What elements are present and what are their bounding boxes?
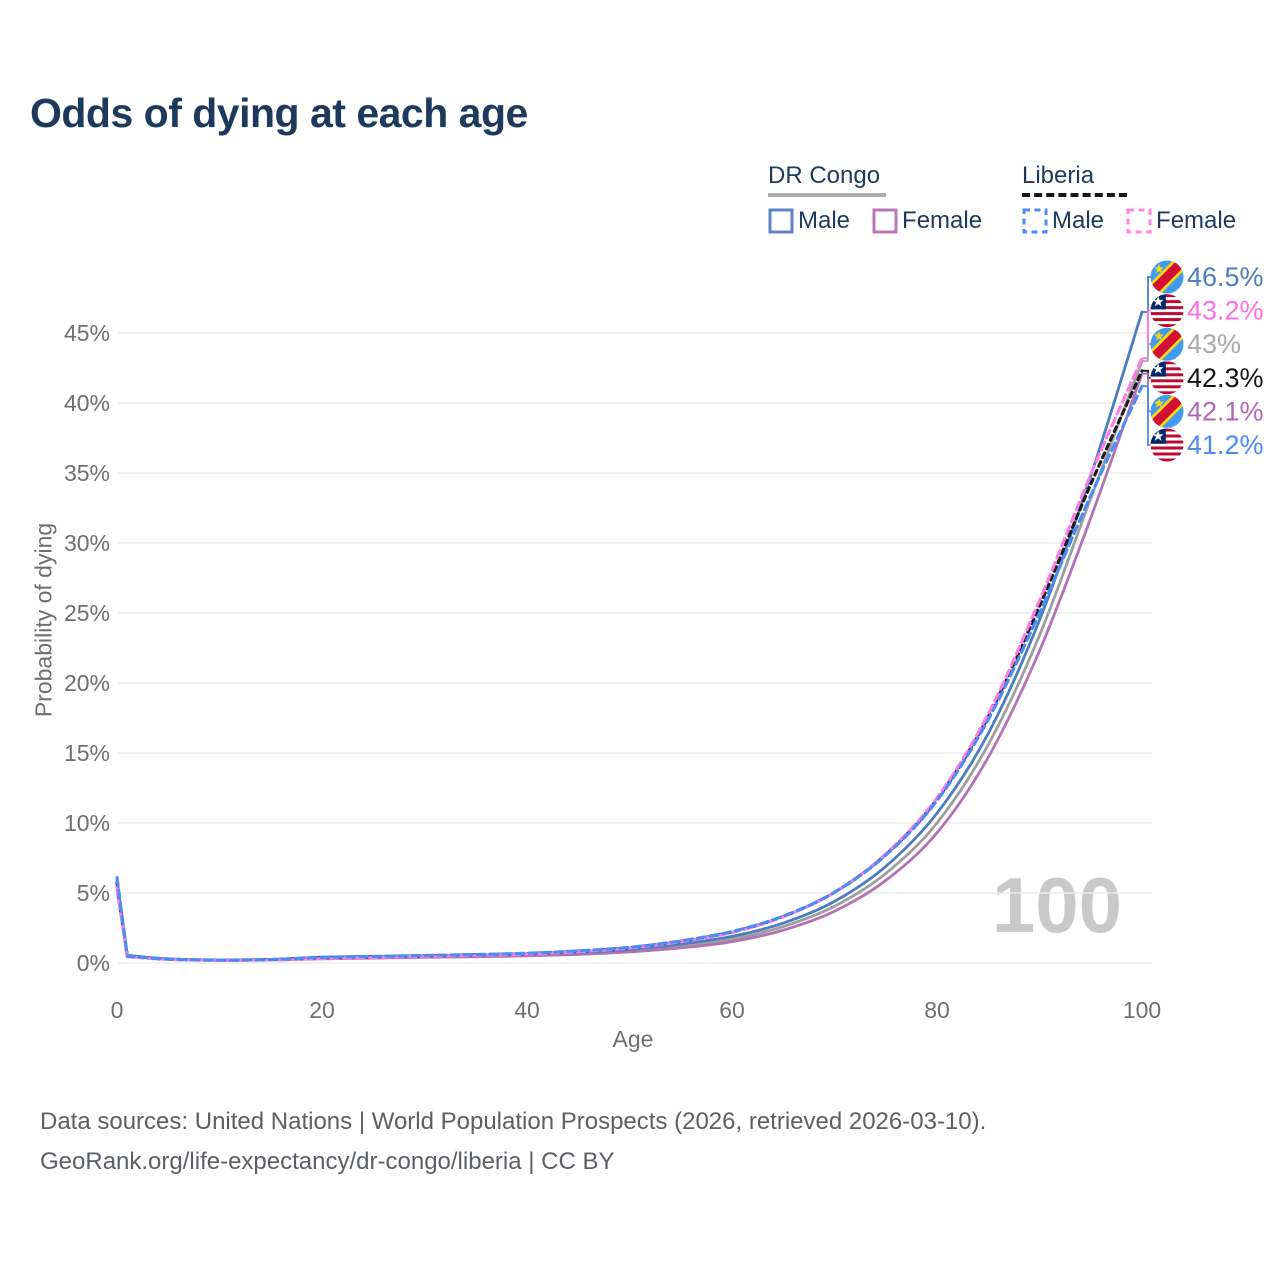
legend-swatch (1022, 208, 1048, 234)
legend-item-dr-congo-female[interactable]: Female (872, 207, 982, 235)
attribution-link-text: GeoRank.org/life-expectancy/dr-congo/lib… (40, 1148, 615, 1175)
end-value-label-dr-congo-male: 46.5% (1187, 262, 1264, 292)
liberia-flag-icon (1150, 428, 1184, 462)
series-line-liberia-female[interactable] (115, 356, 1144, 962)
dr-congo-flag-icon (1150, 260, 1184, 294)
x-tick-label: 100 (1123, 997, 1161, 1023)
series-line-dr-congo-male[interactable] (115, 310, 1144, 962)
legend-group-liberia: Liberia Male Female (1022, 162, 1258, 235)
liberia-flag-icon (1150, 361, 1184, 395)
legend-swatch (1126, 208, 1152, 234)
series-line-dr-congo-total[interactable] (115, 359, 1144, 962)
end-value-label-liberia-total: 42.3% (1187, 363, 1264, 393)
label-leader-line (1143, 309, 1151, 360)
legend-swatch (872, 208, 898, 234)
y-tick-label: 20% (64, 670, 110, 696)
legend-item-liberia-male[interactable]: Male (1022, 207, 1104, 235)
series-line-liberia-total[interactable] (115, 369, 1144, 962)
end-value-label-liberia-female: 43.2% (1187, 296, 1264, 326)
series-line-liberia-male[interactable] (115, 384, 1144, 962)
page-title: Odds of dying at each age (30, 90, 528, 136)
y-tick-label: 30% (64, 530, 110, 556)
x-tick-label: 80 (924, 997, 950, 1023)
x-axis-title: Age (612, 1026, 654, 1052)
label-leader-line (1143, 343, 1151, 362)
y-tick-label: 40% (64, 390, 110, 416)
x-tick-label: 0 (111, 997, 124, 1023)
legend-line-style-sample (1022, 193, 1127, 197)
y-tick-label: 15% (64, 740, 110, 766)
legend-group-dr-congo: DR Congo Male Female (768, 162, 1004, 235)
end-value-label-liberia-male: 41.2% (1187, 430, 1264, 460)
dr-congo-flag-icon (1150, 327, 1184, 361)
x-tick-label: 40 (514, 997, 540, 1023)
liberia-flag-icon (1150, 294, 1184, 328)
data-sources-text: Data sources: United Nations | World Pop… (40, 1108, 987, 1135)
legend-item-label: Female (1156, 207, 1237, 234)
y-tick-label: 10% (64, 810, 110, 836)
x-tick-label: 20 (309, 997, 335, 1023)
dr-congo-flag-icon (1150, 394, 1184, 428)
label-leader-line (1143, 385, 1151, 446)
x-tick-label: 60 (719, 997, 745, 1023)
y-tick-label: 35% (64, 460, 110, 486)
watermark-age-100: 100 (991, 861, 1122, 949)
y-tick-label: 25% (64, 600, 110, 626)
legend-item-label: Male (1052, 207, 1105, 234)
legend-item-liberia-female[interactable]: Female (1126, 207, 1236, 235)
legend-item-label: Female (902, 207, 983, 234)
legend-item-dr-congo-male[interactable]: Male (768, 207, 850, 235)
label-leader-line (1143, 372, 1151, 413)
y-tick-label: 5% (77, 880, 110, 906)
y-tick-label: 45% (64, 320, 110, 346)
legend-swatch (768, 208, 794, 234)
end-value-label-dr-congo-total: 43% (1187, 329, 1241, 359)
y-tick-label: 0% (77, 950, 110, 976)
legend-line-style-sample (768, 193, 886, 197)
label-leader-line (1143, 276, 1151, 313)
legend-item-label: Male (798, 207, 851, 234)
series-line-dr-congo-female[interactable] (115, 372, 1144, 962)
legend-group-title: DR Congo (768, 162, 881, 189)
legend-group-title: Liberia (1022, 162, 1095, 189)
end-value-label-dr-congo-female: 42.1% (1187, 396, 1264, 426)
